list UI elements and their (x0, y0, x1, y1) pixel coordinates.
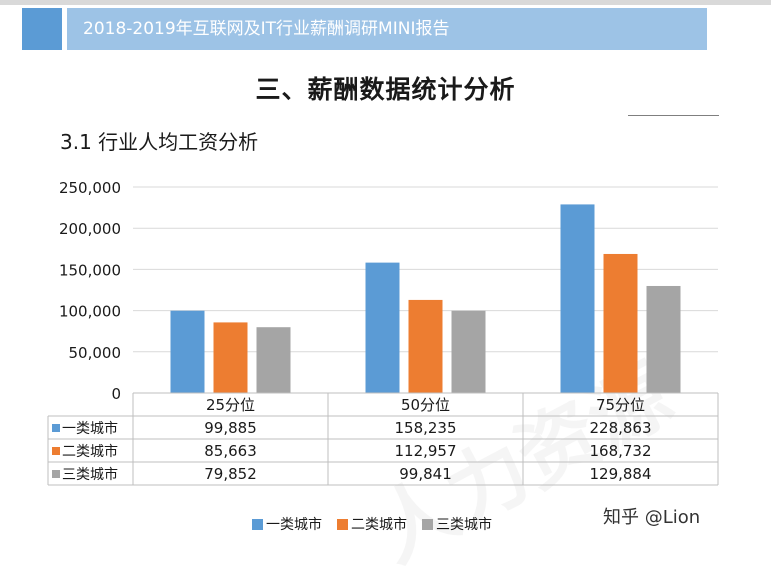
y-tick-label: 250,000 (59, 179, 121, 197)
title-rule (628, 115, 719, 116)
y-tick-label: 0 (111, 385, 121, 403)
bar (408, 299, 443, 393)
banner-accent-square (22, 8, 62, 50)
table-value-cell: 168,732 (589, 442, 651, 460)
legend-label: 三类城市 (436, 516, 492, 533)
y-tick-label: 50,000 (69, 344, 122, 362)
legend-swatch (337, 519, 348, 530)
table-legend-key (52, 470, 60, 478)
legend-label: 二类城市 (351, 516, 407, 533)
bar (451, 310, 486, 393)
table-row-label: 三类城市 (62, 466, 118, 483)
table-value-cell: 79,852 (204, 465, 257, 483)
top-rule (0, 0, 771, 5)
y-tick-label: 200,000 (59, 220, 121, 238)
bar (365, 262, 400, 393)
table-value-cell: 228,863 (589, 419, 651, 437)
table-legend-key (52, 424, 60, 432)
table-value-cell: 112,957 (394, 442, 456, 460)
bar (213, 322, 248, 393)
table-value-cell: 158,235 (394, 419, 456, 437)
table-header-cell: 75分位 (596, 396, 645, 414)
table-header-cell: 25分位 (206, 396, 255, 414)
table-row-label: 二类城市 (62, 443, 118, 460)
section-title: 三、薪酬数据统计分析 (255, 75, 516, 104)
bar (603, 253, 638, 393)
table-legend-key (52, 447, 60, 455)
bar (646, 285, 681, 393)
legend-label: 一类城市 (266, 516, 322, 533)
table-value-cell: 99,841 (399, 465, 452, 483)
y-tick-label: 150,000 (59, 261, 121, 279)
table-row-label: 一类城市 (62, 420, 118, 437)
bar (560, 204, 595, 393)
chart-subtitle: 3.1 行业人均工资分析 (60, 130, 259, 154)
bar (256, 327, 291, 393)
legend-swatch (252, 519, 263, 530)
table-value-cell: 99,885 (204, 419, 257, 437)
legend-swatch (422, 519, 433, 530)
y-tick-label: 100,000 (59, 303, 121, 321)
table-value-cell: 129,884 (589, 465, 651, 483)
bar (170, 310, 205, 393)
salary-chart: 0 50,000 100,000 150,000 200,000 250,000 25分位 5… (47, 179, 719, 533)
table-value-cell: 85,663 (204, 442, 257, 460)
table-header-cell: 50分位 (401, 396, 450, 414)
brand-watermark: 知乎 @Lion (603, 507, 701, 528)
report-banner: 2018-2019年互联网及IT行业薪酬调研MINI报告 (67, 8, 707, 50)
